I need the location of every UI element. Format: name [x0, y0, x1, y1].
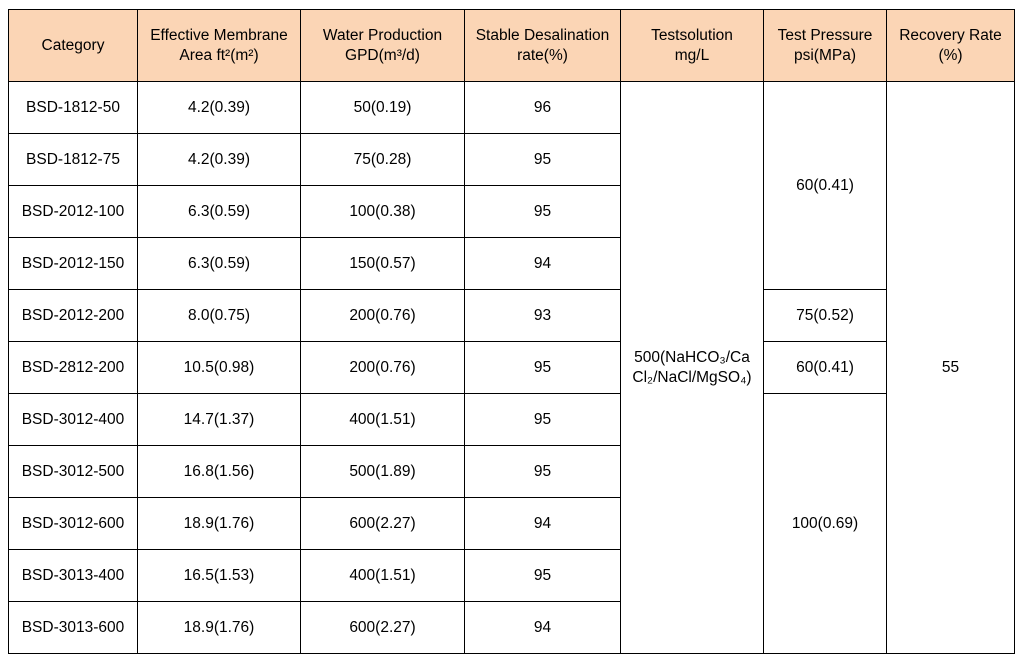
cell-desalination-rate: 94 [464, 601, 621, 654]
cell-desalination-rate: 95 [464, 133, 621, 186]
cell-category: BSD-3012-400 [8, 393, 138, 446]
cell-category: BSD-2812-200 [8, 341, 138, 394]
cell-test-solution: 500(NaHCO₃/Ca Cl₂/NaCl/MgSO₄) [620, 81, 764, 654]
cell-category: BSD-3012-600 [8, 497, 138, 550]
cell-membrane-area: 14.7(1.37) [137, 393, 301, 446]
cell-category: BSD-3012-500 [8, 445, 138, 498]
table-row: BSD-3013-600 18.9(1.76) 600(2.27) 94 [8, 601, 1015, 654]
cell-membrane-area: 4.2(0.39) [137, 133, 301, 186]
table-row: BSD-3013-400 16.5(1.53) 400(1.51) 95 [8, 549, 1015, 602]
cell-category: BSD-2012-200 [8, 289, 138, 342]
cell-membrane-area: 10.5(0.98) [137, 341, 301, 394]
cell-category: BSD-1812-75 [8, 133, 138, 186]
header-recovery-rate: Recovery Rate (%) [886, 9, 1015, 82]
table-row: BSD-2012-100 6.3(0.59) 100(0.38) 95 [8, 185, 1015, 238]
cell-desalination-rate: 93 [464, 289, 621, 342]
table-row: BSD-1812-75 4.2(0.39) 75(0.28) 95 [8, 133, 1015, 186]
cell-membrane-area: 18.9(1.76) [137, 497, 301, 550]
cell-water-production: 200(0.76) [300, 289, 465, 342]
cell-membrane-area: 4.2(0.39) [137, 81, 301, 134]
cell-desalination-rate: 95 [464, 185, 621, 238]
table-row: BSD-2012-200 8.0(0.75) 200(0.76) 93 75(0… [8, 289, 1015, 342]
table-row: BSD-2812-200 10.5(0.98) 200(0.76) 95 60(… [8, 341, 1015, 394]
header-test-pressure: Test Pressure psi(MPa) [763, 9, 887, 82]
cell-water-production: 400(1.51) [300, 549, 465, 602]
header-desalination-rate: Stable Desalination rate(%) [464, 9, 621, 82]
cell-category: BSD-2012-150 [8, 237, 138, 290]
cell-category: BSD-3013-600 [8, 601, 138, 654]
cell-water-production: 75(0.28) [300, 133, 465, 186]
cell-water-production: 600(2.27) [300, 601, 465, 654]
cell-desalination-rate: 95 [464, 445, 621, 498]
cell-membrane-area: 16.5(1.53) [137, 549, 301, 602]
cell-category: BSD-3013-400 [8, 549, 138, 602]
cell-desalination-rate: 94 [464, 237, 621, 290]
header-test-solution: Testsolution mg/L [620, 9, 764, 82]
cell-membrane-area: 8.0(0.75) [137, 289, 301, 342]
cell-water-production: 200(0.76) [300, 341, 465, 394]
cell-membrane-area: 16.8(1.56) [137, 445, 301, 498]
cell-water-production: 150(0.57) [300, 237, 465, 290]
header-row: Category Effective Membrane Area ft²(m²) … [8, 9, 1015, 82]
cell-membrane-area: 6.3(0.59) [137, 185, 301, 238]
cell-water-production: 400(1.51) [300, 393, 465, 446]
table-row: BSD-2012-150 6.3(0.59) 150(0.57) 94 [8, 237, 1015, 290]
header-membrane-area: Effective Membrane Area ft²(m²) [137, 9, 301, 82]
table-row: BSD-3012-400 14.7(1.37) 400(1.51) 95 100… [8, 393, 1015, 654]
membrane-spec-table: Category Effective Membrane Area ft²(m²) … [8, 9, 1015, 654]
cell-water-production: 600(2.27) [300, 497, 465, 550]
cell-desalination-rate: 95 [464, 341, 621, 394]
cell-desalination-rate: 96 [464, 81, 621, 134]
table-row: BSD-1812-50 4.2(0.39) 50(0.19) 96 500(Na… [8, 81, 1015, 654]
cell-recovery-rate: 55 [886, 81, 1015, 654]
header-category: Category [8, 9, 138, 82]
cell-desalination-rate: 94 [464, 497, 621, 550]
cell-membrane-area: 6.3(0.59) [137, 237, 301, 290]
cell-desalination-rate: 95 [464, 549, 621, 602]
header-water-production: Water Production GPD(m³/d) [300, 9, 465, 82]
cell-desalination-rate: 95 [464, 393, 621, 446]
cell-water-production: 100(0.38) [300, 185, 465, 238]
cell-category: BSD-1812-50 [8, 81, 138, 134]
table-row: BSD-3012-500 16.8(1.56) 500(1.89) 95 [8, 445, 1015, 498]
cell-category: BSD-2012-100 [8, 185, 138, 238]
cell-water-production: 50(0.19) [300, 81, 465, 134]
cell-membrane-area: 18.9(1.76) [137, 601, 301, 654]
table-row: BSD-3012-600 18.9(1.76) 600(2.27) 94 [8, 497, 1015, 550]
cell-test-pressure: 75(0.52) [763, 289, 887, 342]
cell-water-production: 500(1.89) [300, 445, 465, 498]
cell-test-pressure: 60(0.41) [763, 341, 887, 394]
cell-test-pressure: 100(0.69) [763, 393, 887, 654]
cell-test-pressure: 60(0.41) [763, 81, 887, 290]
